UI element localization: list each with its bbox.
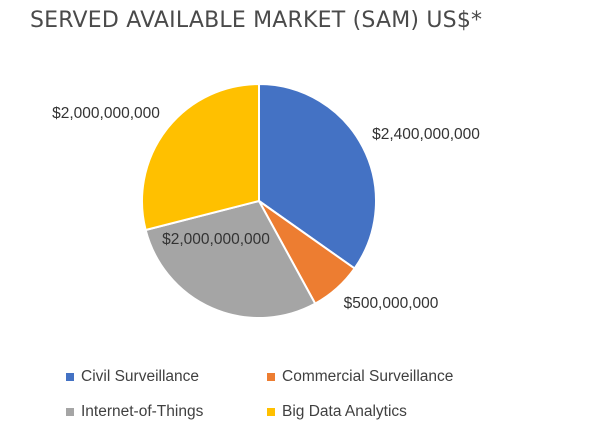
legend-item-civil-surveillance: Civil Surveillance: [66, 368, 199, 386]
legend-label-civil-surveillance: Civil Surveillance: [81, 368, 200, 385]
chart-title: SERVED AVAILABLE MARKET (SAM) US$*: [30, 8, 483, 33]
legend-swatch-internet-of-things: [66, 408, 74, 416]
legend-label-big-data-analytics: Big Data Analytics: [282, 403, 407, 420]
legend-item-internet-of-things: Internet-of-Things: [66, 403, 203, 421]
legend-swatch-big-data-analytics: [267, 408, 275, 416]
data-label-internet-of-things: $2,000,000,000: [162, 231, 270, 248]
legend-label-internet-of-things: Internet-of-Things: [81, 403, 204, 420]
legend-swatch-commercial-surveillance: [267, 373, 275, 381]
legend-item-big-data-analytics: Big Data Analytics: [267, 403, 407, 421]
pie-slice-internet-of-things: [144, 199, 317, 319]
pie-slice-civil-surveillance: [258, 82, 377, 270]
data-label-commercial-surveillance: $500,000,000: [344, 295, 439, 312]
legend-swatch-civil-surveillance: [66, 373, 74, 381]
pie-slice-big-data-analytics: [141, 82, 260, 232]
data-label-big-data-analytics: $2,000,000,000: [52, 105, 160, 122]
legend-label-commercial-surveillance: Commercial Surveillance: [282, 368, 454, 385]
legend-item-commercial-surveillance: Commercial Surveillance: [267, 368, 453, 386]
data-label-civil-surveillance: $2,400,000,000: [372, 126, 480, 143]
